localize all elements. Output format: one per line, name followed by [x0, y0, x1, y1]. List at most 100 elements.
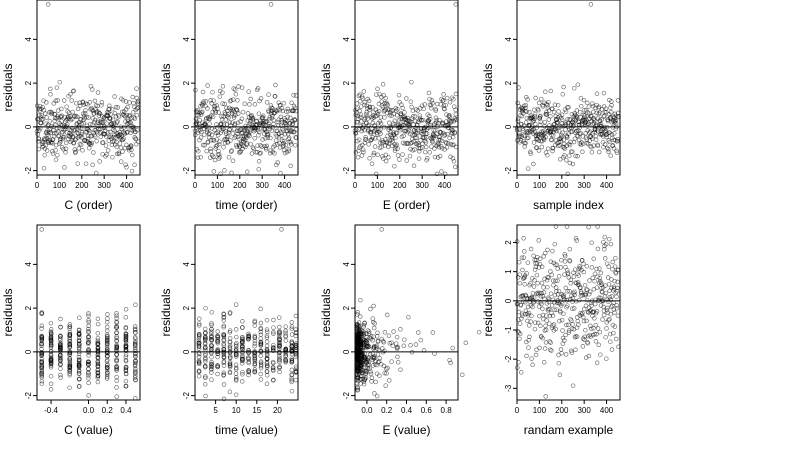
- data-point-237: [133, 302, 138, 308]
- x-tick-label: 0.2: [381, 406, 393, 415]
- data-point-6: [515, 116, 521, 121]
- y-tick-label: 2: [24, 305, 33, 310]
- data-point-455: [615, 285, 620, 291]
- data-point-290: [416, 146, 422, 151]
- data-point-105: [375, 112, 381, 117]
- data-point-209: [289, 377, 294, 383]
- data-point-15: [195, 130, 201, 136]
- data-point-27: [198, 154, 203, 160]
- data-point-124: [541, 137, 547, 143]
- data-point-440: [131, 127, 137, 132]
- y-tick-label: 2: [504, 80, 513, 85]
- data-point-110: [216, 152, 222, 157]
- data-point-73: [264, 373, 270, 378]
- data-point-194: [557, 301, 562, 307]
- data-point-444: [450, 156, 456, 161]
- data-point-455: [215, 363, 220, 369]
- data-point-69: [367, 105, 373, 110]
- y-tick-label: -3: [504, 384, 513, 392]
- data-point-389: [278, 114, 284, 120]
- data-point-142: [65, 136, 71, 142]
- data-point-48: [363, 137, 368, 142]
- data-point-14: [195, 155, 201, 160]
- data-point-304: [355, 385, 360, 390]
- data-point-367: [595, 143, 601, 149]
- data-point-122: [86, 330, 91, 335]
- x-tick-label: 0.8: [441, 406, 453, 415]
- data-point-372: [277, 359, 282, 365]
- data-point-30: [199, 129, 204, 135]
- data-point-45: [202, 143, 207, 148]
- data-point-366: [433, 108, 438, 113]
- data-point-312: [39, 353, 44, 359]
- data-point-284: [48, 381, 54, 387]
- data-point-366: [115, 105, 120, 110]
- data-point-138: [545, 284, 550, 290]
- data-point-251: [570, 149, 575, 154]
- data-point-203: [559, 134, 564, 140]
- data-point-349: [221, 363, 227, 368]
- data-point-58: [233, 342, 239, 347]
- data-point-244: [406, 127, 411, 133]
- data-point-80: [370, 105, 375, 110]
- data-point-355: [592, 301, 598, 307]
- data-point-200: [76, 371, 82, 376]
- data-point-322: [413, 342, 419, 347]
- data-point-176: [553, 326, 558, 332]
- y-axis-label: residuals: [159, 288, 173, 336]
- data-point-317: [104, 121, 110, 126]
- y-tick-label: 0: [24, 124, 33, 129]
- data-point-161: [228, 138, 233, 143]
- data-point-154: [226, 129, 232, 135]
- data-point-250: [407, 153, 413, 159]
- data-point-103: [215, 106, 220, 111]
- data-point-413: [605, 275, 611, 280]
- data-point-372: [596, 295, 602, 300]
- y-tick-label: 4: [504, 37, 513, 42]
- data-point-292: [417, 149, 422, 154]
- data-point-165: [70, 88, 76, 94]
- data-point-304: [581, 318, 587, 324]
- data-point-328: [107, 103, 112, 109]
- data-point-26: [520, 267, 525, 273]
- data-point-455: [374, 334, 380, 339]
- data-point-363: [594, 309, 600, 314]
- data-point-284: [390, 343, 396, 348]
- data-point-110: [376, 108, 382, 114]
- data-point-134: [382, 115, 387, 120]
- data-point-154: [548, 259, 554, 265]
- data-point-390: [438, 130, 444, 135]
- data-point-364: [594, 360, 600, 366]
- data-point-444: [202, 335, 208, 341]
- data-point-204: [123, 315, 129, 320]
- data-point-329: [587, 278, 592, 283]
- data-point-438: [289, 100, 294, 106]
- data-point-263: [132, 375, 138, 380]
- data-point-163: [123, 326, 129, 331]
- data-point-176: [386, 333, 392, 339]
- data-point-45: [44, 115, 49, 120]
- data-point-292: [579, 290, 584, 296]
- data-point-403: [281, 100, 287, 106]
- data-point-420: [39, 311, 44, 316]
- data-point-415: [606, 317, 611, 323]
- data-point-352: [67, 365, 73, 371]
- data-point-184: [393, 135, 398, 140]
- data-point-256: [196, 374, 202, 379]
- data-point-359: [289, 372, 294, 378]
- data-point-242: [264, 327, 270, 332]
- data-point-457: [289, 339, 295, 345]
- data-point-59: [47, 119, 53, 124]
- data-point-360: [594, 332, 599, 337]
- data-point-417: [606, 281, 612, 287]
- data-point-413: [95, 379, 101, 385]
- data-point-101: [536, 304, 542, 309]
- data-point-251: [570, 306, 575, 311]
- data-point-61: [48, 86, 53, 92]
- data-point-71: [530, 304, 535, 310]
- data-point-419: [202, 340, 208, 346]
- data-point-451: [134, 86, 139, 91]
- data-point-394: [601, 90, 607, 96]
- data-point-382: [598, 280, 604, 286]
- data-point-175: [553, 278, 558, 283]
